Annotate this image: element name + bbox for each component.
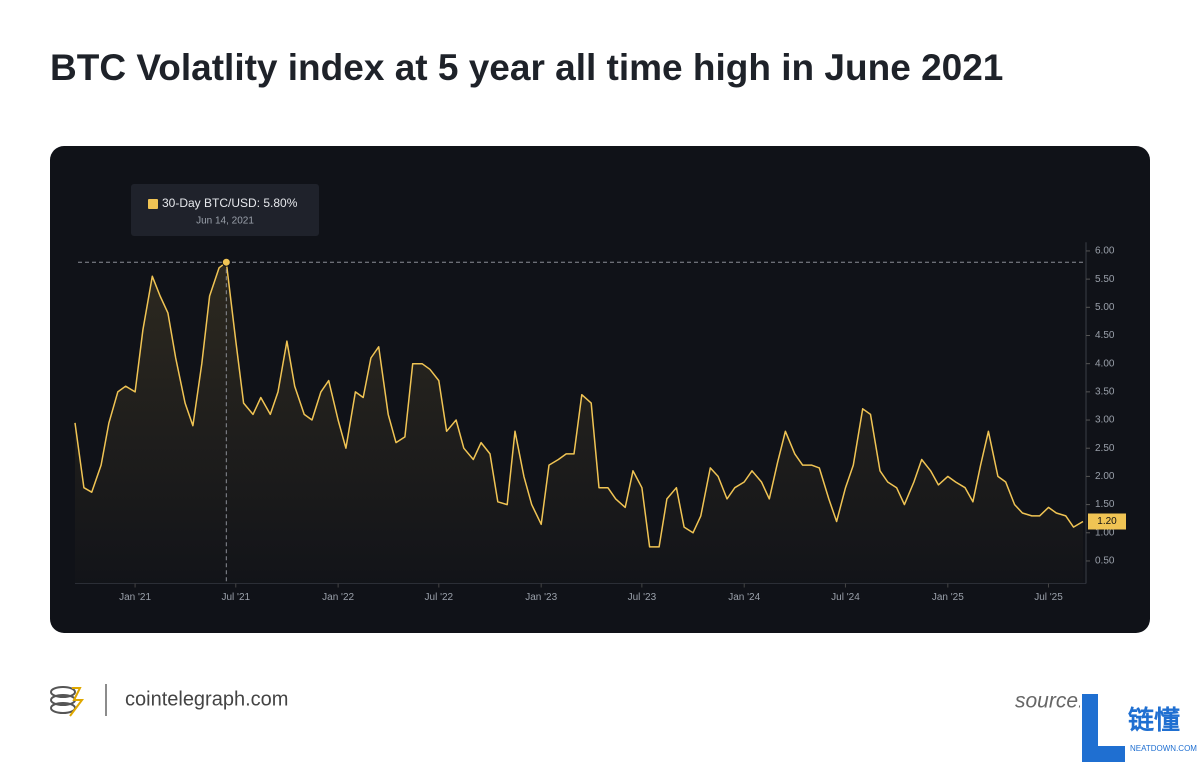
plot: 0.50 1.00 1.50 2.00 2.50 3.00 3.50 4.00 4.50 5.00… [74,184,1126,603]
chart-title: BTC Volatlity index at 5 year all time h… [50,47,1003,88]
tooltip-box [131,184,319,236]
line-area [75,262,1083,584]
x-tick-label: Jul '23 [628,592,657,603]
y-tick-label: 4.50 [1095,330,1115,341]
x-tick-label: Jan '25 [932,592,964,603]
line-series [74,261,1084,548]
watermark-sub: NEATDOWN.COM [1130,744,1197,753]
x-tick-label: Jan '24 [728,592,760,603]
x-tick-label: Jan '22 [322,592,354,603]
current-value-badge [1088,513,1126,530]
watermark-text: 链懂 [1128,705,1180,735]
y-tick-label: 1.00 [1095,527,1115,538]
watermark-logo [1082,694,1125,762]
tooltip-swatch [148,199,158,209]
y-tick-label: 1.50 [1095,499,1115,510]
x-tick-label: Jul '22 [425,592,454,603]
current-value-label: 1.20 [1097,516,1117,527]
y-tick-label: 3.50 [1095,386,1115,397]
y-tick-label: 4.00 [1095,358,1115,369]
y-tick-label: 5.00 [1095,302,1115,313]
tooltip-date: Jun 14, 2021 [196,216,254,227]
y-tick-label: 5.50 [1095,274,1115,285]
footer-site: cointelegraph.com [125,688,288,710]
y-tick-label: 2.00 [1095,471,1115,482]
logo-icon [50,686,84,717]
y-tick-label: 6.00 [1095,246,1115,257]
x-tick-label: Jul '25 [1034,592,1063,603]
tooltip-text: 30-Day BTC/USD: 5.80% [162,196,298,210]
highlight-point [221,257,231,267]
x-tick-label: Jul '21 [221,592,250,603]
x-tick-label: Jul '24 [831,592,860,603]
y-tick-label: 2.50 [1095,443,1115,454]
y-tick-label: 3.00 [1095,415,1115,426]
x-tick-label: Jan '23 [525,592,557,603]
x-tick-label: Jan '21 [119,592,151,603]
y-tick-label: 0.50 [1095,556,1115,567]
